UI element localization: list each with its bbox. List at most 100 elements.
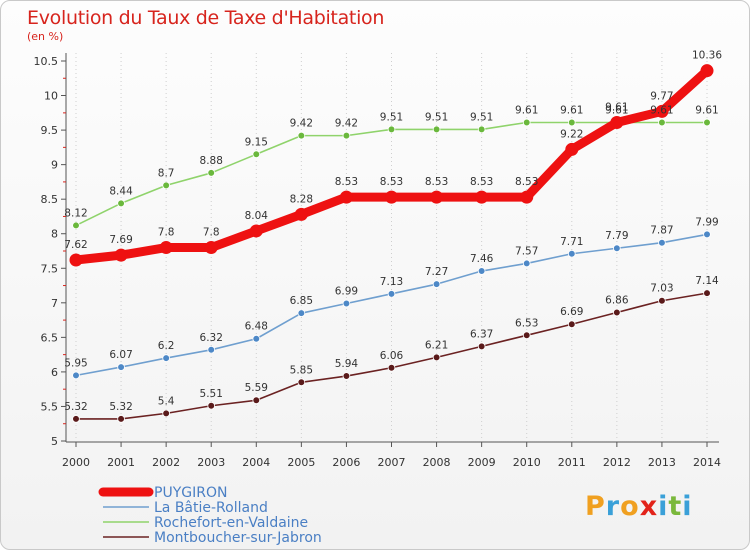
x-tick-label: 2011	[558, 456, 586, 469]
data-label: 7.14	[695, 275, 719, 287]
data-label: 9.42	[335, 118, 358, 130]
data-label: 6.06	[380, 350, 404, 362]
data-point	[613, 244, 621, 253]
data-label: 5.59	[245, 382, 268, 394]
data-point	[385, 190, 398, 204]
data-point	[477, 125, 486, 134]
data-point	[249, 224, 263, 238]
data-point	[252, 150, 261, 159]
data-point	[297, 309, 306, 317]
data-label: 9.61	[605, 101, 628, 113]
y-tick-label: 7	[51, 297, 58, 310]
data-label: 7.8	[203, 227, 220, 239]
data-point	[522, 259, 531, 268]
y-tick-label: 10.5	[34, 55, 59, 68]
y-tick-label: 8	[51, 228, 58, 241]
data-point	[522, 331, 531, 340]
data-label: 9.61	[605, 104, 628, 116]
data-point	[658, 296, 666, 305]
data-point	[72, 415, 80, 423]
x-tick-label: 2005	[287, 456, 315, 469]
data-point	[520, 190, 534, 204]
data-point	[252, 396, 261, 405]
data-point	[703, 230, 711, 239]
chart-subtitle: (en %)	[27, 30, 64, 43]
x-tick-label: 2002	[152, 456, 180, 469]
data-point	[207, 169, 216, 177]
data-label: 7.8	[158, 227, 175, 239]
data-point	[204, 241, 218, 255]
data-label: 7.46	[470, 253, 494, 265]
x-tick-label: 2000	[62, 456, 90, 469]
data-label: 5.85	[290, 364, 313, 376]
y-tick-label: 8.5	[41, 193, 59, 206]
x-tick-label: 2008	[423, 456, 451, 469]
y-tick-label: 5.5	[41, 400, 59, 413]
data-label: 9.61	[650, 104, 673, 116]
x-tick-label: 2004	[242, 456, 270, 469]
data-label: 7.57	[515, 245, 538, 257]
data-label: 6.37	[470, 328, 493, 340]
data-label: 9.61	[515, 104, 538, 116]
data-point	[297, 131, 306, 140]
data-label: 9.42	[290, 118, 313, 130]
data-point	[117, 199, 125, 208]
data-label: 9.51	[380, 111, 403, 123]
data-label: 7.62	[64, 239, 87, 251]
data-point	[565, 142, 579, 156]
data-label: 8.53	[515, 176, 538, 188]
data-point	[655, 104, 669, 118]
data-label: 6.21	[425, 339, 448, 351]
y-tick-label: 5	[51, 435, 58, 448]
data-point	[162, 181, 170, 190]
data-point	[387, 290, 396, 298]
data-label: 9.61	[695, 104, 718, 116]
legend-label: La Bâtie-Rolland	[154, 500, 268, 516]
data-point	[162, 409, 170, 418]
data-point	[252, 334, 261, 343]
data-point	[297, 378, 306, 387]
data-point	[207, 345, 216, 354]
data-label: 8.53	[380, 176, 403, 188]
data-label: 8.53	[335, 176, 358, 188]
data-label: 9.51	[470, 111, 493, 123]
logo-letter: x	[639, 491, 659, 522]
data-label: 9.22	[560, 128, 583, 140]
data-point	[477, 267, 486, 275]
x-tick-label: 2010	[513, 456, 541, 469]
data-label: 6.69	[560, 306, 583, 318]
data-point	[430, 190, 444, 204]
x-tick-label: 2012	[603, 456, 631, 469]
data-label: 8.88	[200, 155, 223, 167]
data-point	[387, 363, 396, 372]
data-point	[432, 125, 441, 134]
data-point	[387, 125, 396, 134]
data-label: 5.4	[158, 395, 175, 407]
y-tick-label: 6	[51, 366, 58, 379]
data-label: 9.61	[560, 104, 583, 116]
legend-label: Montboucher-sur-Jabron	[154, 530, 322, 546]
data-point	[658, 238, 666, 247]
y-tick-label: 9.5	[41, 124, 59, 137]
x-tick-label: 2009	[468, 456, 496, 469]
data-label: 7.13	[380, 276, 403, 288]
data-point	[342, 372, 351, 380]
data-label: 7.69	[109, 234, 132, 246]
data-label: 7.99	[695, 216, 718, 228]
data-point	[162, 354, 170, 362]
data-label: 8.44	[109, 185, 133, 197]
data-label: 7.71	[560, 236, 583, 248]
data-label: 8.04	[245, 210, 269, 222]
data-point	[342, 131, 351, 140]
data-label: 9.51	[425, 111, 448, 123]
data-point	[159, 241, 173, 255]
data-point	[567, 320, 576, 329]
data-label: 6.99	[335, 286, 358, 298]
data-point	[339, 190, 353, 204]
data-point	[703, 118, 711, 127]
data-point	[522, 118, 531, 127]
chart-title: Evolution du Taux de Taxe d'Habitation	[27, 7, 385, 29]
data-point	[477, 342, 486, 351]
data-label: 8.7	[158, 167, 175, 179]
